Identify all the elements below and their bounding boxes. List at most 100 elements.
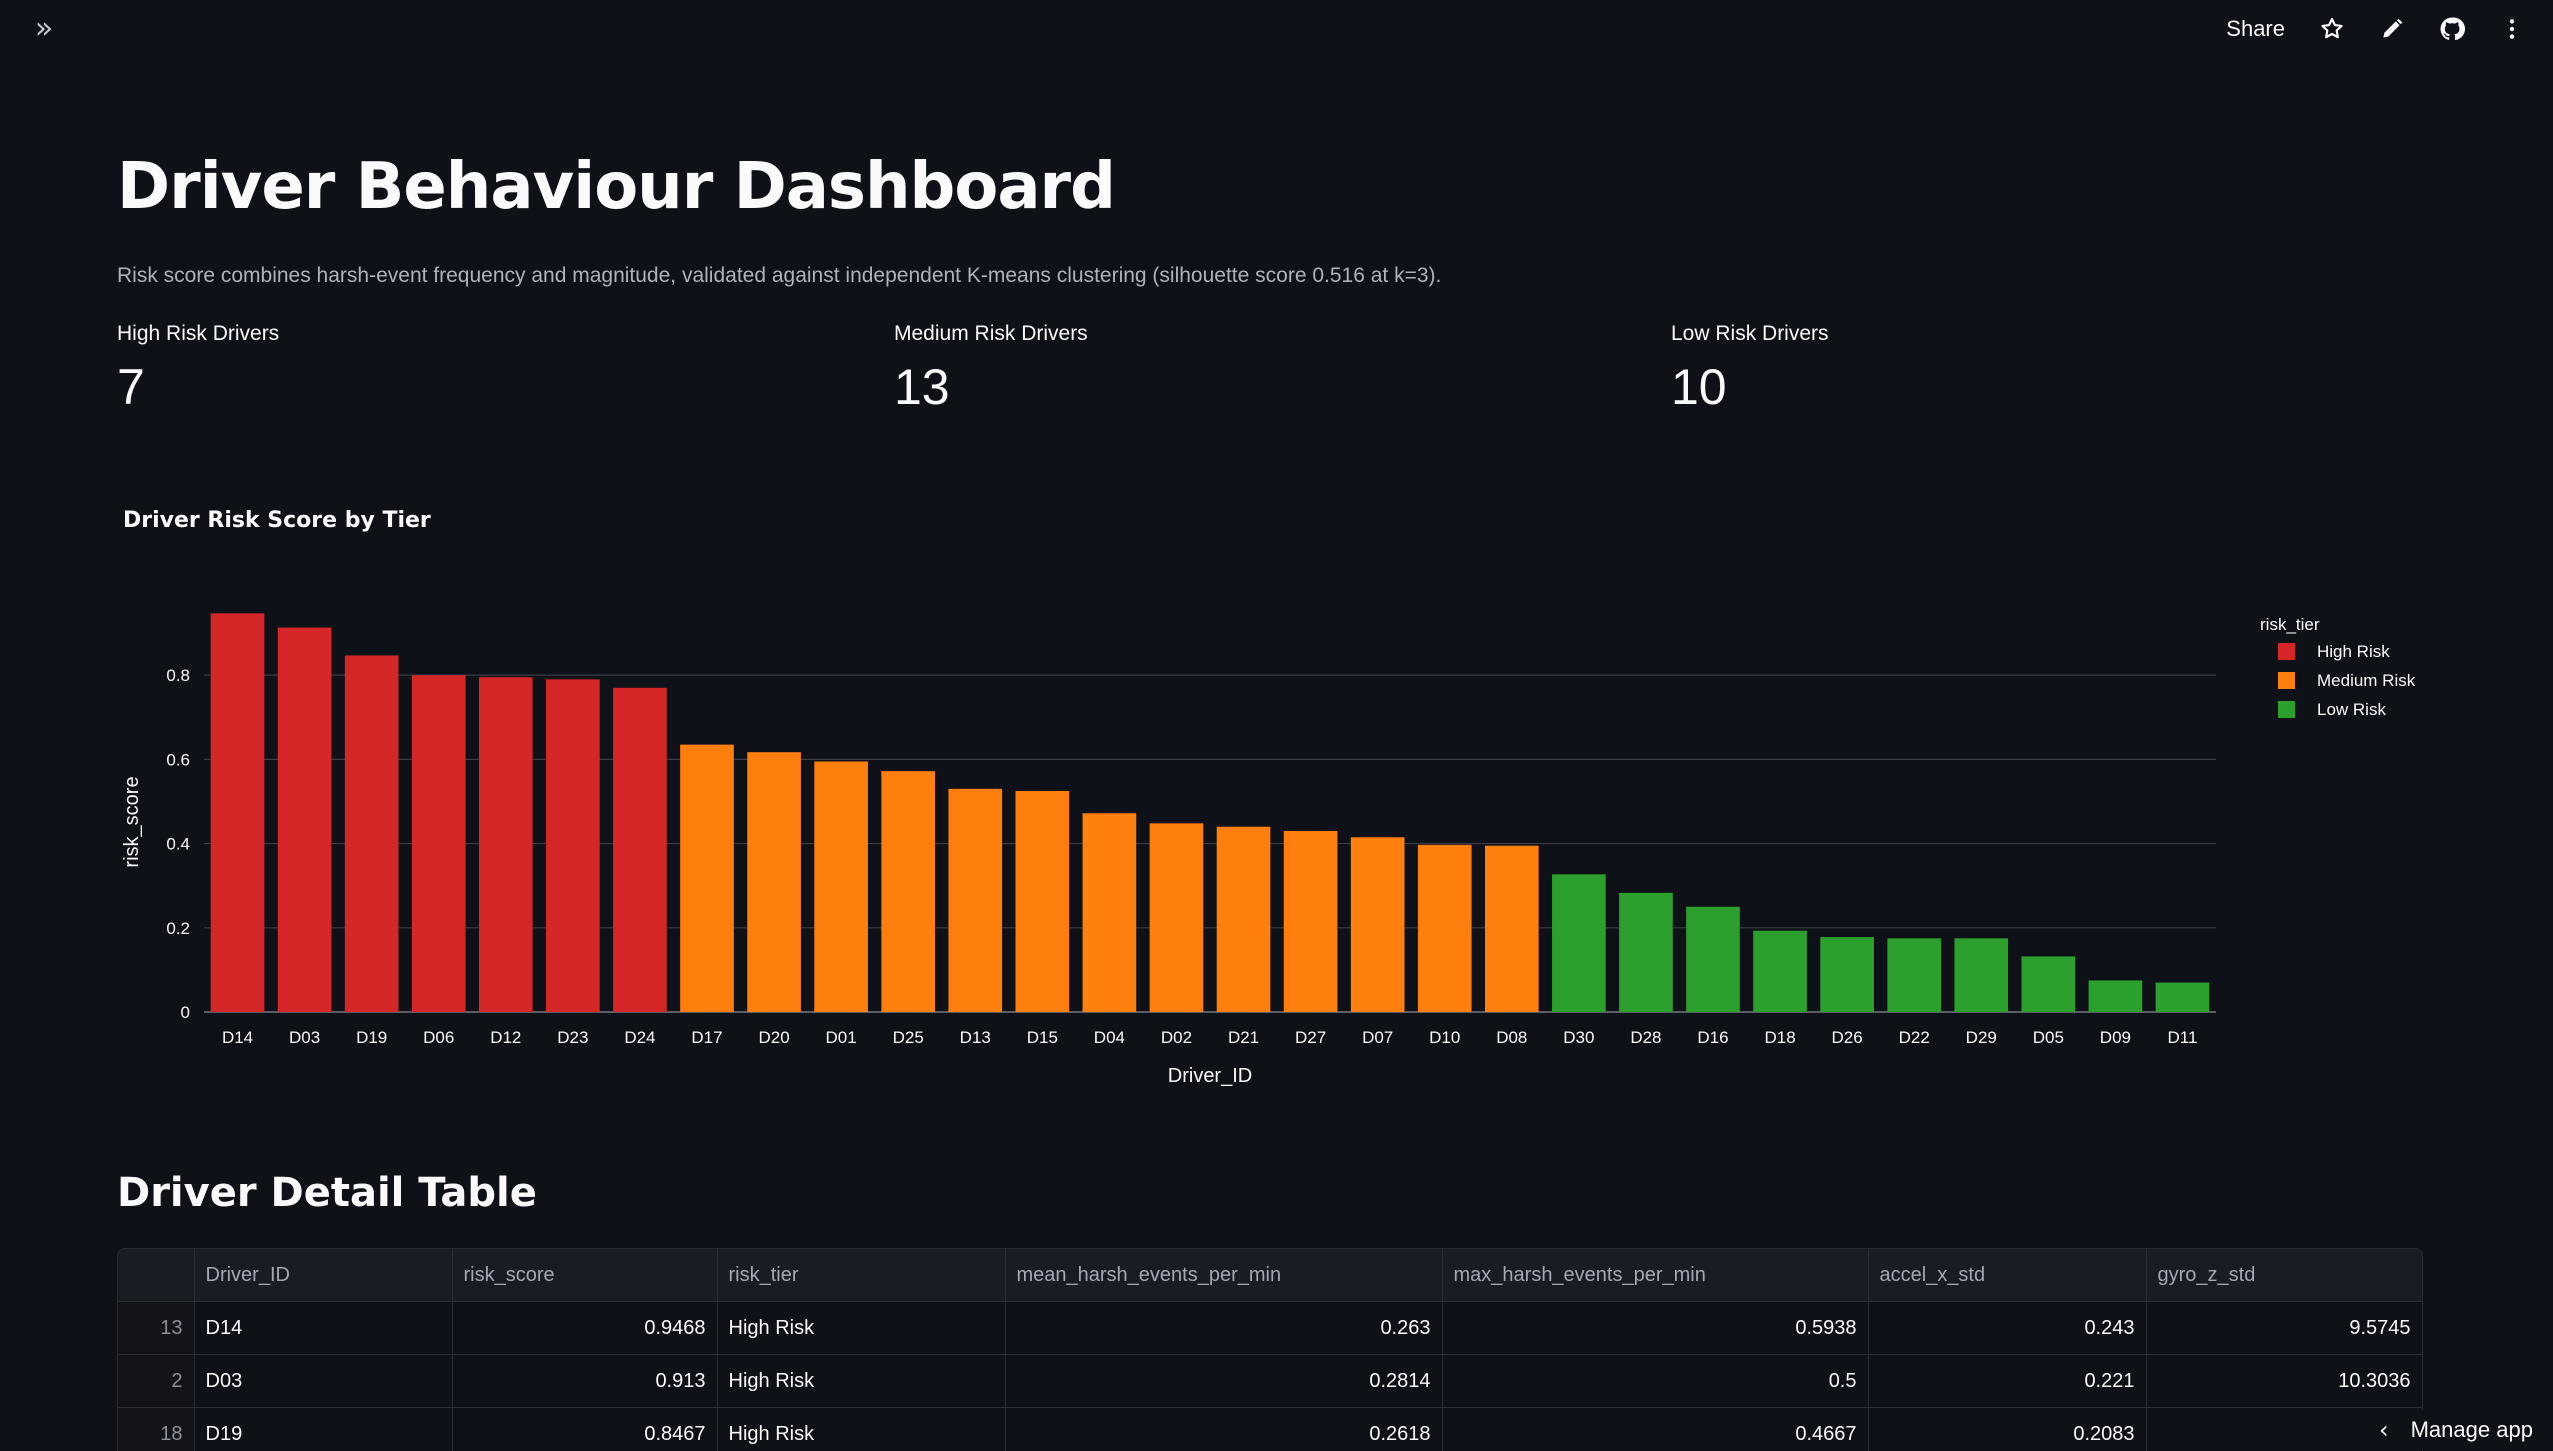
driver-detail-table[interactable]: Driver_ID risk_score risk_tier mean_hars… <box>117 1248 2423 1451</box>
x-tick-label: D22 <box>1899 1028 1930 1047</box>
cell-driver-id[interactable]: D19 <box>194 1408 452 1451</box>
cell-risk-tier[interactable]: High Risk <box>717 1302 1005 1355</box>
bar-d08[interactable] <box>1485 846 1539 1012</box>
bar-d19[interactable] <box>345 655 399 1012</box>
bar-d04[interactable] <box>1083 813 1137 1012</box>
table-row[interactable]: 13 D14 0.9468 High Risk 0.263 0.5938 0.2… <box>118 1302 2422 1355</box>
bar-d26[interactable] <box>1820 937 1874 1012</box>
github-icon[interactable] <box>2439 16 2465 42</box>
x-tick-label: D28 <box>1630 1028 1661 1047</box>
cell-risk-tier[interactable]: High Risk <box>717 1408 1005 1451</box>
row-index: 13 <box>118 1302 194 1355</box>
cell-risk-score[interactable]: 0.9468 <box>452 1302 717 1355</box>
y-tick-label: 0 <box>181 1003 190 1022</box>
cell-driver-id[interactable]: D03 <box>194 1355 452 1408</box>
column-header-index[interactable] <box>118 1249 194 1302</box>
x-tick-label: D25 <box>893 1028 924 1047</box>
bar-d24[interactable] <box>613 688 667 1012</box>
bar-d23[interactable] <box>546 679 600 1012</box>
bar-d18[interactable] <box>1753 931 1807 1012</box>
manage-app-label: Manage app <box>2411 1417 2533 1443</box>
bar-d07[interactable] <box>1351 837 1405 1012</box>
bar-d21[interactable] <box>1217 827 1271 1012</box>
bar-d10[interactable] <box>1418 845 1472 1012</box>
bar-d25[interactable] <box>881 771 935 1012</box>
pencil-icon[interactable] <box>2379 16 2405 42</box>
bar-d30[interactable] <box>1552 874 1606 1012</box>
row-index: 2 <box>118 1355 194 1408</box>
x-tick-label: D12 <box>490 1028 521 1047</box>
bar-d06[interactable] <box>412 675 466 1012</box>
cell-risk-score[interactable]: 0.8467 <box>452 1408 717 1451</box>
column-header-max-harsh-events[interactable]: max_harsh_events_per_min <box>1442 1249 1868 1302</box>
bar-d16[interactable] <box>1686 907 1740 1012</box>
cell-risk-tier[interactable]: High Risk <box>717 1355 1005 1408</box>
bar-d12[interactable] <box>479 677 533 1012</box>
bar-d28[interactable] <box>1619 893 1673 1012</box>
metric-low-risk: Low Risk Drivers 10 <box>1671 322 1829 412</box>
cell-max-harsh[interactable]: 0.5 <box>1442 1355 1868 1408</box>
row-index: 18 <box>118 1408 194 1451</box>
cell-max-harsh[interactable]: 0.5938 <box>1442 1302 1868 1355</box>
bar-d03[interactable] <box>278 628 332 1012</box>
bar-d15[interactable] <box>1016 791 1070 1012</box>
column-header-gyro-z-std[interactable]: gyro_z_std <box>2146 1249 2422 1302</box>
x-tick-label: D04 <box>1094 1028 1125 1047</box>
bar-d20[interactable] <box>747 752 801 1012</box>
legend-item-label: Medium Risk <box>2317 671 2416 690</box>
bar-d09[interactable] <box>2089 980 2143 1012</box>
bar-d22[interactable] <box>1887 938 1941 1012</box>
manage-app-button[interactable]: ‹ Manage app <box>2353 1410 2553 1450</box>
bar-d17[interactable] <box>680 745 734 1012</box>
column-header-risk-score[interactable]: risk_score <box>452 1249 717 1302</box>
y-tick-label: 0.4 <box>166 835 190 854</box>
x-tick-label: D03 <box>289 1028 320 1047</box>
table-row[interactable]: 2 D03 0.913 High Risk 0.2814 0.5 0.221 1… <box>118 1355 2422 1408</box>
top-bar: » Share <box>0 0 2553 58</box>
y-tick-label: 0.2 <box>166 919 190 938</box>
bar-d01[interactable] <box>814 761 868 1012</box>
legend-swatch <box>2278 701 2295 718</box>
x-tick-label: D13 <box>960 1028 991 1047</box>
table-row[interactable]: 18 D19 0.8467 High Risk 0.2618 0.4667 0.… <box>118 1408 2422 1451</box>
y-tick-label: 0.6 <box>166 750 190 769</box>
star-icon[interactable] <box>2319 16 2345 42</box>
x-tick-label: D15 <box>1027 1028 1058 1047</box>
x-tick-label: D10 <box>1429 1028 1460 1047</box>
bar-d27[interactable] <box>1284 831 1338 1012</box>
table-header-row: Driver_ID risk_score risk_tier mean_hars… <box>118 1249 2422 1302</box>
more-vertical-icon[interactable] <box>2499 16 2525 42</box>
cell-driver-id[interactable]: D14 <box>194 1302 452 1355</box>
cell-mean-harsh[interactable]: 0.263 <box>1005 1302 1442 1355</box>
x-tick-label: D01 <box>826 1028 857 1047</box>
double-chevron-right-icon[interactable]: » <box>26 14 62 44</box>
column-header-accel-x-std[interactable]: accel_x_std <box>1868 1249 2146 1302</box>
legend-title: risk_tier <box>2260 615 2320 634</box>
bar-d14[interactable] <box>211 613 265 1012</box>
table-title: Driver Detail Table <box>117 1170 537 1216</box>
x-tick-label: D14 <box>222 1028 253 1047</box>
chart-title: Driver Risk Score by Tier <box>123 508 431 533</box>
x-tick-label: D19 <box>356 1028 387 1047</box>
column-header-mean-harsh-events[interactable]: mean_harsh_events_per_min <box>1005 1249 1442 1302</box>
bar-d29[interactable] <box>1954 938 2008 1012</box>
bar-d02[interactable] <box>1150 823 1204 1012</box>
cell-gyro-z-std[interactable]: 9.5745 <box>2146 1302 2422 1355</box>
cell-accel-x-std[interactable]: 0.221 <box>1868 1355 2146 1408</box>
cell-mean-harsh[interactable]: 0.2618 <box>1005 1408 1442 1451</box>
column-header-risk-tier[interactable]: risk_tier <box>717 1249 1005 1302</box>
column-header-driver-id[interactable]: Driver_ID <box>194 1249 452 1302</box>
cell-risk-score[interactable]: 0.913 <box>452 1355 717 1408</box>
x-tick-label: D05 <box>2033 1028 2064 1047</box>
bar-d05[interactable] <box>2022 956 2076 1012</box>
bar-d11[interactable] <box>2156 983 2210 1012</box>
cell-gyro-z-std[interactable]: 10.3036 <box>2146 1355 2422 1408</box>
bar-d13[interactable] <box>948 789 1002 1012</box>
cell-mean-harsh[interactable]: 0.2814 <box>1005 1355 1442 1408</box>
share-button[interactable]: Share <box>2226 16 2285 42</box>
metric-medium-risk: Medium Risk Drivers 13 <box>894 322 1088 412</box>
cell-accel-x-std[interactable]: 0.2083 <box>1868 1408 2146 1451</box>
cell-accel-x-std[interactable]: 0.243 <box>1868 1302 2146 1355</box>
cell-max-harsh[interactable]: 0.4667 <box>1442 1408 1868 1451</box>
y-axis-title: risk_score <box>121 776 143 867</box>
